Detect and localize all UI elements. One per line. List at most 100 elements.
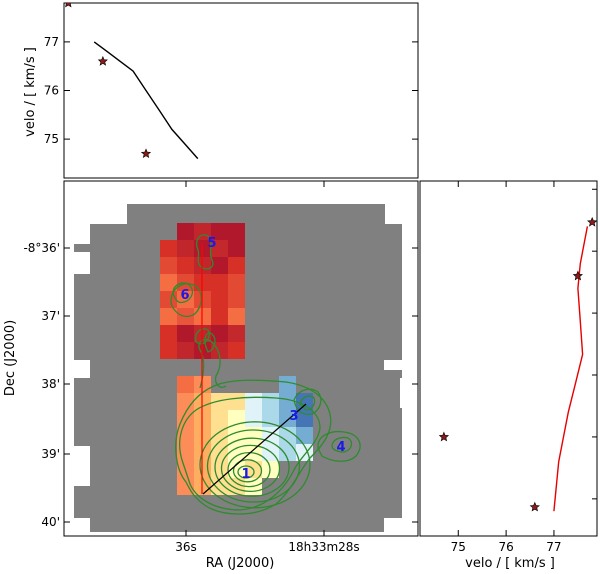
- right-data-star: [572, 270, 583, 281]
- right-ticks: [457, 181, 597, 536]
- black-cut-line: [202, 403, 307, 495]
- right-data-star: [529, 501, 540, 512]
- main-ticks: [64, 181, 418, 536]
- velocity-pixel: [228, 223, 245, 240]
- y-tick-label: 39': [41, 447, 60, 461]
- contour-core: [220, 444, 281, 493]
- velocity-pixel: [211, 223, 228, 240]
- velocity-pixel: [211, 325, 228, 342]
- velocity-pixel: [160, 240, 177, 257]
- right-plot-area: [438, 216, 597, 512]
- velocity-pixel: [279, 427, 296, 444]
- velocity-pixel: [177, 291, 194, 308]
- top-y-axis-title: velo / [ km/s ]: [23, 47, 38, 137]
- contour-line: [198, 338, 227, 389]
- velocity-pixel: [177, 240, 194, 257]
- velocity-pixel: [211, 257, 228, 274]
- velocity-pixel: [228, 461, 245, 478]
- main-frame: [63, 180, 419, 537]
- velocity-pixel: [228, 342, 245, 359]
- velocity-pixel: [211, 291, 228, 308]
- contour-core: [237, 465, 255, 479]
- right-x-axis-title: velo / [ km/s ]: [465, 556, 555, 571]
- right-x-tick-label: 75: [451, 540, 466, 554]
- velocity-pixel: [160, 342, 177, 359]
- right-data-star: [587, 216, 597, 227]
- velocity-pixel: [228, 274, 245, 291]
- region-label-4: 4: [336, 440, 345, 455]
- region-labels: 1 3 4 5 6: [180, 236, 345, 482]
- velocity-pixel: [211, 274, 228, 291]
- blank-pixel: [74, 252, 90, 274]
- top-y-tick-label: 77: [44, 35, 59, 49]
- region-label-1: 1: [241, 467, 250, 482]
- coverage-block: [90, 518, 384, 532]
- velocity-pixel: [211, 308, 228, 325]
- blank-pixel: [74, 360, 90, 378]
- y-tick-label: -8°36': [23, 241, 60, 255]
- y-tick-label: 38': [41, 377, 60, 391]
- contour-line: [293, 388, 322, 416]
- right-frame: [419, 180, 598, 537]
- top-plot-area: [38, 3, 199, 160]
- blank-pixel: [402, 378, 418, 408]
- velocity-pixel: [211, 240, 228, 257]
- top-data-star: [65, 3, 72, 8]
- coverage-block: [90, 224, 402, 244]
- velocity-pixel: [296, 427, 313, 444]
- velocity-pixel: [211, 461, 228, 478]
- main-y-axis-title: Dec (J2000): [3, 320, 18, 396]
- velocity-pixel: [228, 308, 245, 325]
- velocity-pixel: [228, 257, 245, 274]
- velocity-pixel: [296, 393, 313, 410]
- x-tick-label: 18h33m28s: [288, 540, 359, 554]
- top-data-star: [38, 13, 47, 21]
- contour-core: [227, 451, 271, 488]
- velocity-pixel: [160, 325, 177, 342]
- x-tick-label: 36s: [175, 540, 197, 554]
- contour-core: [199, 421, 311, 509]
- top-velocity-line: [93, 41, 199, 160]
- blank-pixel: [74, 454, 90, 486]
- velocity-pixel: [228, 240, 245, 257]
- velocity-pixel: [177, 223, 194, 240]
- blank-pixel: [402, 486, 418, 518]
- contour-line: [170, 283, 202, 317]
- velocity-pixel: [296, 410, 313, 427]
- velocity-pixel: [160, 257, 177, 274]
- right-velocity-line: [553, 226, 589, 512]
- contour-line: [195, 328, 210, 345]
- contour-line: [317, 430, 361, 462]
- right-x-tick-label: 76: [498, 540, 513, 554]
- velocity-pixel: [177, 376, 194, 393]
- right-x-tick-label: 77: [546, 540, 561, 554]
- velocity-pixel: [245, 427, 262, 444]
- y-tick-label: 37': [41, 309, 60, 323]
- velocity-pixel: [228, 393, 245, 410]
- top-data-star: [140, 148, 152, 159]
- velocity-pixel: [177, 325, 194, 342]
- velocity-pixel: [177, 393, 194, 410]
- velocity-pixel: [228, 444, 245, 461]
- contour-line: [172, 282, 194, 304]
- velocity-pixel: [177, 342, 194, 359]
- region-label-5: 5: [207, 236, 216, 251]
- top-panel: 75 76 77 velo / [ km/s ]: [23, 2, 419, 179]
- velocity-pixel: [160, 274, 177, 291]
- velocity-pixel: [245, 393, 262, 410]
- velocity-pixel: [211, 478, 228, 495]
- contour-line: [299, 395, 316, 411]
- velocity-pixel: [279, 444, 296, 461]
- top-data-star: [97, 55, 108, 66]
- intensity-contours: [170, 234, 361, 515]
- top-y-tick-label: 75: [44, 132, 59, 146]
- main-x-axis-title: RA (J2000): [206, 556, 275, 571]
- right-data-star: [438, 431, 450, 442]
- blank-pixel: [74, 518, 90, 532]
- velocity-pixel: [211, 427, 228, 444]
- main-panel: 1 3 4 5 6 36s 18h33m28s -8°36' 37' 38' 3…: [3, 180, 419, 571]
- contour-core: [232, 459, 263, 483]
- velocity-pixel: [160, 308, 177, 325]
- contour-core: [214, 437, 290, 497]
- velocity-pixel: [245, 410, 262, 427]
